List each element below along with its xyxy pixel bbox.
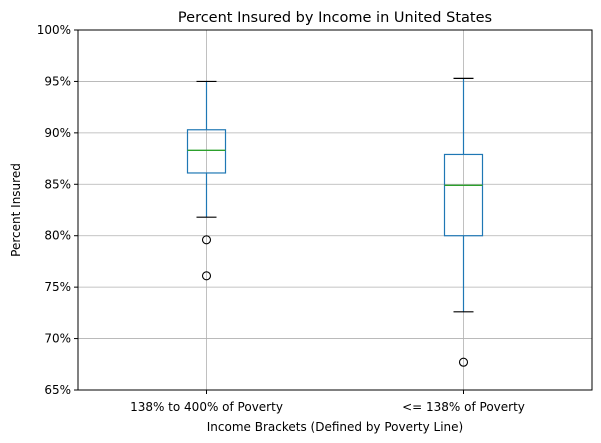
y-tick-label: 65% xyxy=(44,383,71,397)
x-tick-label: 138% to 400% of Poverty xyxy=(130,400,283,414)
y-tick-label: 85% xyxy=(44,177,71,191)
plot-frame xyxy=(77,29,593,391)
y-tick-label: 75% xyxy=(44,280,71,294)
y-tick-label: 95% xyxy=(44,74,71,88)
boxes xyxy=(186,77,484,367)
y-axis-ticks: 65% 70% 75% 80% 85% 90% 95% 100% xyxy=(37,23,78,397)
x-axis-ticks: 138% to 400% of Poverty <= 138% of Povert… xyxy=(130,390,525,414)
outlier-point xyxy=(201,271,212,281)
iqr-box xyxy=(186,129,227,174)
iqr-box xyxy=(443,153,484,237)
y-tick-label: 70% xyxy=(44,332,71,346)
box-0 xyxy=(186,80,227,281)
outlier-point xyxy=(201,235,212,245)
y-axis-label: Percent Insured xyxy=(9,163,23,257)
y-tick-label: 90% xyxy=(44,126,71,140)
x-tick-label: <= 138% of Poverty xyxy=(402,400,525,414)
chart-title: Percent Insured by Income in United Stat… xyxy=(178,10,492,26)
grid-lines xyxy=(78,29,592,391)
x-axis-label: Income Brackets (Defined by Poverty Line… xyxy=(207,420,463,434)
outlier-point xyxy=(458,357,469,367)
box-1 xyxy=(443,77,484,367)
y-tick-label: 80% xyxy=(44,229,71,243)
y-tick-label: 100% xyxy=(37,23,71,37)
